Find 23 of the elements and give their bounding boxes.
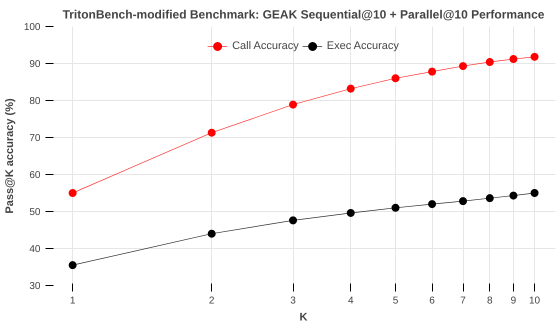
- y-tick-label: 30: [29, 281, 41, 292]
- x-tick-label: 7: [460, 296, 466, 306]
- y-tick-label: 50: [29, 207, 41, 218]
- x-axis-title: K: [300, 312, 308, 324]
- y-tick-label: 80: [29, 96, 41, 107]
- x-tick-label: 6: [429, 296, 436, 306]
- x-tick-label: 5: [392, 296, 399, 306]
- x-tick-label: 9: [510, 296, 517, 306]
- x-tick-label: 10: [529, 296, 541, 306]
- legend-label: Exec Accuracy: [326, 40, 399, 52]
- x-tick-label: 3: [290, 296, 296, 306]
- y-tick-label: 40: [29, 244, 41, 255]
- chart-title: TritonBench-modified Benchmark: GEAK Sequential@10 + Parallel@10 Performance: [62, 8, 545, 22]
- x-tick-label: 4: [348, 296, 354, 306]
- x-tick-label: 2: [208, 296, 215, 306]
- y-tick-label: 60: [29, 170, 41, 181]
- y-tick-label: 100: [24, 22, 41, 33]
- y-axis-title: Pass@K accuracy (%): [4, 98, 16, 214]
- y-tick-label: 90: [29, 59, 41, 70]
- y-tick-label: 70: [29, 133, 41, 144]
- x-tick-label: 8: [487, 296, 494, 306]
- legend-label: Call Accuracy: [232, 40, 299, 52]
- x-tick-label: 1: [70, 296, 76, 306]
